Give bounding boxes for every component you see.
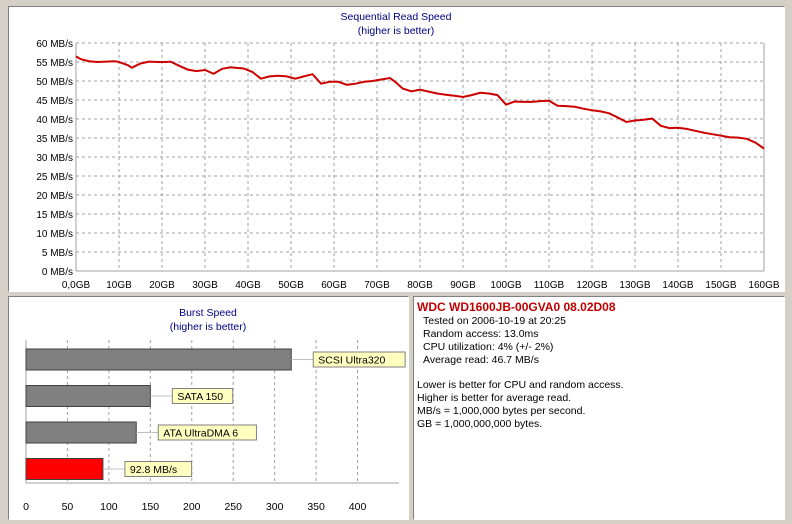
burst-speed-panel: Burst Speed (higher is better) SCSI Ultr… — [8, 296, 409, 520]
random-access-text: Random access: 13.0ms — [423, 328, 539, 340]
x-tick-label: 0,0GB — [62, 280, 91, 291]
burst-label-box — [171, 388, 234, 404]
burst-title: Burst Speed — [179, 307, 237, 319]
tested-on-text: Tested on 2006-10-19 at 20:25 — [423, 315, 567, 327]
burst-bar-label: SATA 150 — [177, 391, 223, 403]
y-tick-label: 10 MB/s — [36, 229, 73, 240]
burst-x-tick-label: 200 — [183, 501, 201, 513]
read-speed-series — [75, 55, 765, 150]
y-tick-label: 55 MB/s — [36, 58, 73, 69]
burst-label-box — [157, 424, 257, 441]
burst-subtitle: (higher is better) — [170, 321, 246, 333]
sequential-read-chart: Sequential Read Speed (higher is better)… — [36, 11, 780, 291]
read-speed-line — [75, 55, 765, 150]
burst-x-tick-label: 50 — [62, 501, 74, 513]
average-read-text: Average read: 46.7 MB/s — [423, 354, 539, 366]
burst-x-ticks: 0 50 100 150 200 250 300 350 400 — [23, 501, 366, 513]
x-tick-label: 20GB — [149, 280, 175, 291]
x-tick-label: 40GB — [235, 280, 261, 291]
x-tick-label: 100GB — [490, 280, 521, 291]
x-tick-label: 50GB — [278, 280, 304, 291]
burst-bar — [25, 385, 151, 407]
burst-x-tick-label: 250 — [224, 501, 242, 513]
y-tick-label: 0 MB/s — [42, 267, 73, 278]
y-tick-label: 25 MB/s — [36, 172, 73, 183]
y-tick-label: 20 MB/s — [36, 191, 73, 202]
burst-bar — [25, 348, 292, 371]
x-tick-label: 110GB — [534, 280, 565, 291]
x-axis-ticks: 0,0GB 10GB 20GB 30GB 40GB 50GB 60GB 70GB 80GB 90G… — [62, 280, 780, 291]
burst-x-tick-label: 100 — [100, 501, 118, 513]
x-tick-label: 130GB — [619, 280, 650, 291]
y-tick-label: 5 MB/s — [42, 248, 73, 259]
x-tick-label: 150GB — [705, 280, 736, 291]
y-tick-label: 40 MB/s — [36, 115, 73, 126]
drive-model: WDC WD1600JB-00GVA0 08.02D08 — [417, 300, 616, 314]
note-line: Higher is better for average read. — [417, 392, 572, 404]
burst-bar — [25, 421, 137, 444]
x-tick-label: 80GB — [407, 280, 433, 291]
y-axis-ticks: 0 MB/s 5 MB/s 10 MB/s 15 MB/s 20 MB/s 25 MB/s… — [36, 39, 73, 278]
burst-bar-label: ATA UltraDMA 6 — [163, 428, 238, 440]
x-tick-label: 60GB — [321, 280, 347, 291]
burst-speed-chart: Burst Speed (higher is better) SCSI Ultr… — [23, 307, 406, 513]
note-line: MB/s = 1,000,000 bytes per second. — [417, 405, 586, 417]
x-tick-label: 70GB — [364, 280, 390, 291]
y-tick-label: 35 MB/s — [36, 134, 73, 145]
x-tick-label: 90GB — [450, 280, 476, 291]
cpu-utilization-text: CPU utilization: 4% (+/- 2%) — [423, 341, 554, 353]
burst-bar — [25, 458, 104, 480]
burst-label-box — [312, 351, 406, 368]
y-tick-label: 60 MB/s — [36, 39, 73, 50]
note-line: GB = 1,000,000,000 bytes. — [417, 418, 543, 430]
burst-bar-label: SCSI Ultra320 — [318, 355, 385, 367]
burst-bar-label: 92.8 MB/s — [130, 464, 177, 476]
x-tick-label: 140GB — [662, 280, 693, 291]
x-tick-label: 160GB — [748, 280, 779, 291]
burst-label-box — [124, 461, 193, 477]
chart-grid — [75, 42, 765, 272]
sequential-read-panel: Sequential Read Speed (higher is better)… — [8, 6, 785, 292]
x-tick-label: 30GB — [192, 280, 218, 291]
burst-x-tick-label: 350 — [307, 501, 325, 513]
x-tick-label: 120GB — [576, 280, 607, 291]
note-line: Lower is better for CPU and random acces… — [417, 379, 624, 391]
burst-x-tick-label: 300 — [266, 501, 284, 513]
chart-title: Sequential Read Speed — [341, 11, 452, 23]
y-tick-label: 30 MB/s — [36, 153, 73, 164]
x-tick-label: 10GB — [106, 280, 132, 291]
y-tick-label: 15 MB/s — [36, 210, 73, 221]
burst-bars: SCSI Ultra320 SATA 150 ATA UltraDMA 6 92.8 … — [25, 348, 406, 480]
burst-x-tick-label: 0 — [23, 501, 29, 513]
y-tick-label: 45 MB/s — [36, 96, 73, 107]
chart-subtitle: (higher is better) — [358, 25, 434, 37]
drive-info-panel: WDC WD1600JB-00GVA0 08.02D08 Tested on 2… — [413, 296, 785, 520]
y-tick-label: 50 MB/s — [36, 77, 73, 88]
burst-x-tick-label: 400 — [349, 501, 367, 513]
burst-x-tick-label: 150 — [142, 501, 160, 513]
